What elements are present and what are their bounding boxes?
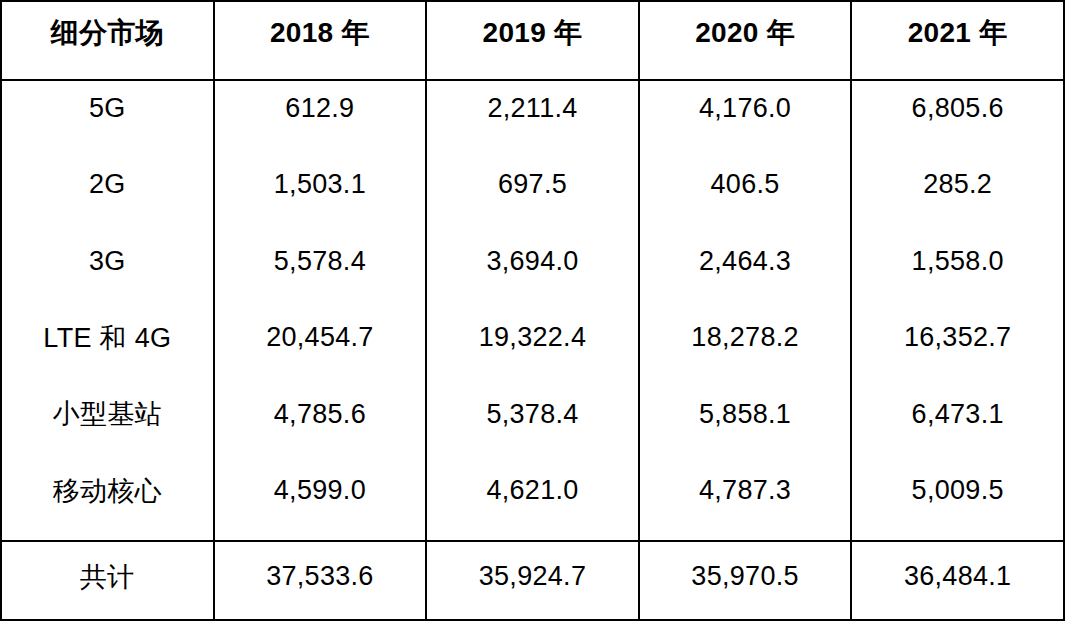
cell-value: 5,578.4 <box>213 234 426 311</box>
total-cell-value: 35,924.7 <box>425 542 638 619</box>
cell-value: 5,009.5 <box>850 464 1063 541</box>
cell-value: 4,787.3 <box>638 464 851 541</box>
cell-value: 16,352.7 <box>850 311 1063 388</box>
row-label: LTE 和 4G <box>2 311 213 388</box>
cell-value: 5,378.4 <box>425 387 638 464</box>
cell-value: 2,464.3 <box>638 234 851 311</box>
table-row-3g: 3G 5,578.4 3,694.0 2,464.3 1,558.0 <box>2 234 1063 311</box>
column-header-segment: 细分市场 <box>2 2 213 79</box>
total-row-label: 共计 <box>2 542 213 619</box>
cell-value: 5,858.1 <box>638 387 851 464</box>
row-label: 5G <box>2 81 213 158</box>
column-header-2021: 2021 年 <box>850 2 1063 79</box>
table-row-2g: 2G 1,503.1 697.5 406.5 285.2 <box>2 158 1063 235</box>
cell-value: 4,785.6 <box>213 387 426 464</box>
cell-value: 6,805.6 <box>850 81 1063 158</box>
total-cell-value: 37,533.6 <box>213 542 426 619</box>
total-cell-value: 35,970.5 <box>638 542 851 619</box>
cell-value: 285.2 <box>850 158 1063 235</box>
table-row-5g: 5G 612.9 2,211.4 4,176.0 6,805.6 <box>2 81 1063 158</box>
cell-value: 4,176.0 <box>638 81 851 158</box>
cell-value: 18,278.2 <box>638 311 851 388</box>
cell-value: 4,599.0 <box>213 464 426 541</box>
row-label: 小型基站 <box>2 387 213 464</box>
market-segment-table: 细分市场 2018 年 2019 年 2020 年 2021 年 5G 612.… <box>0 0 1065 621</box>
table-row-lte-4g: LTE 和 4G 20,454.7 19,322.4 18,278.2 16,3… <box>2 311 1063 388</box>
cell-value: 1,503.1 <box>213 158 426 235</box>
cell-value: 3,694.0 <box>425 234 638 311</box>
cell-value: 6,473.1 <box>850 387 1063 464</box>
cell-value: 406.5 <box>638 158 851 235</box>
cell-value: 1,558.0 <box>850 234 1063 311</box>
row-label: 移动核心 <box>2 464 213 541</box>
table-row-small-cell: 小型基站 4,785.6 5,378.4 5,858.1 6,473.1 <box>2 387 1063 464</box>
total-cell-value: 36,484.1 <box>850 542 1063 619</box>
cell-value: 612.9 <box>213 81 426 158</box>
cell-value: 2,211.4 <box>425 81 638 158</box>
cell-value: 697.5 <box>425 158 638 235</box>
column-header-2018: 2018 年 <box>213 2 426 79</box>
header-row: 细分市场 2018 年 2019 年 2020 年 2021 年 <box>2 2 1063 81</box>
cell-value: 4,621.0 <box>425 464 638 541</box>
cell-value: 19,322.4 <box>425 311 638 388</box>
total-row: 共计 37,533.6 35,924.7 35,970.5 36,484.1 <box>2 540 1063 619</box>
column-header-2020: 2020 年 <box>638 2 851 79</box>
column-header-2019: 2019 年 <box>425 2 638 79</box>
row-label: 3G <box>2 234 213 311</box>
cell-value: 20,454.7 <box>213 311 426 388</box>
table-row-mobile-core: 移动核心 4,599.0 4,621.0 4,787.3 5,009.5 <box>2 464 1063 541</box>
row-label: 2G <box>2 158 213 235</box>
